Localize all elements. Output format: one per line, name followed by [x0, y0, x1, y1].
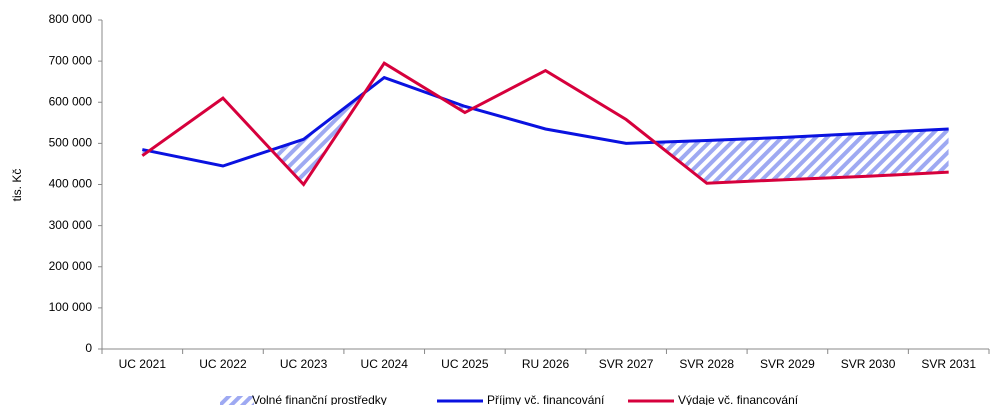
- x-tick-label: UC 2023: [280, 357, 328, 371]
- x-tick-label: SVR 2028: [679, 357, 734, 371]
- y-tick-label: 200 000: [49, 259, 93, 273]
- legend-label: Volné finanční prostředky: [252, 393, 387, 405]
- y-tick-label: 500 000: [49, 136, 93, 150]
- x-tick-label: SVR 2030: [841, 357, 896, 371]
- line-series: [141, 61, 949, 187]
- x-tick-label: SVR 2029: [760, 357, 815, 371]
- y-tick-label: 800 000: [49, 12, 93, 26]
- line-series: [142, 75, 949, 168]
- x-tick-label: UC 2022: [199, 357, 247, 371]
- x-tick-label: UC 2024: [361, 357, 409, 371]
- y-tick-label: 600 000: [49, 94, 93, 108]
- y-tick-label: 0: [85, 341, 92, 355]
- y-tick-label: 300 000: [49, 218, 93, 232]
- x-tick-label: SVR 2031: [921, 357, 976, 371]
- y-tick-label: 700 000: [49, 53, 93, 67]
- y-tick-label: 400 000: [49, 177, 93, 191]
- y-tick-label: 100 000: [49, 300, 93, 314]
- legend-label: Výdaje vč. financování: [678, 393, 799, 405]
- x-tick-label: UC 2025: [441, 357, 489, 371]
- x-tick-label: UC 2021: [119, 357, 167, 371]
- y-axis-title: tis. Kč: [10, 169, 24, 202]
- x-tick-label: RU 2026: [522, 357, 570, 371]
- legend-swatch: [220, 396, 254, 405]
- x-tick-label: SVR 2027: [599, 357, 654, 371]
- legend-label: Příjmy vč. financování: [487, 393, 605, 405]
- surplus-area: [142, 77, 949, 185]
